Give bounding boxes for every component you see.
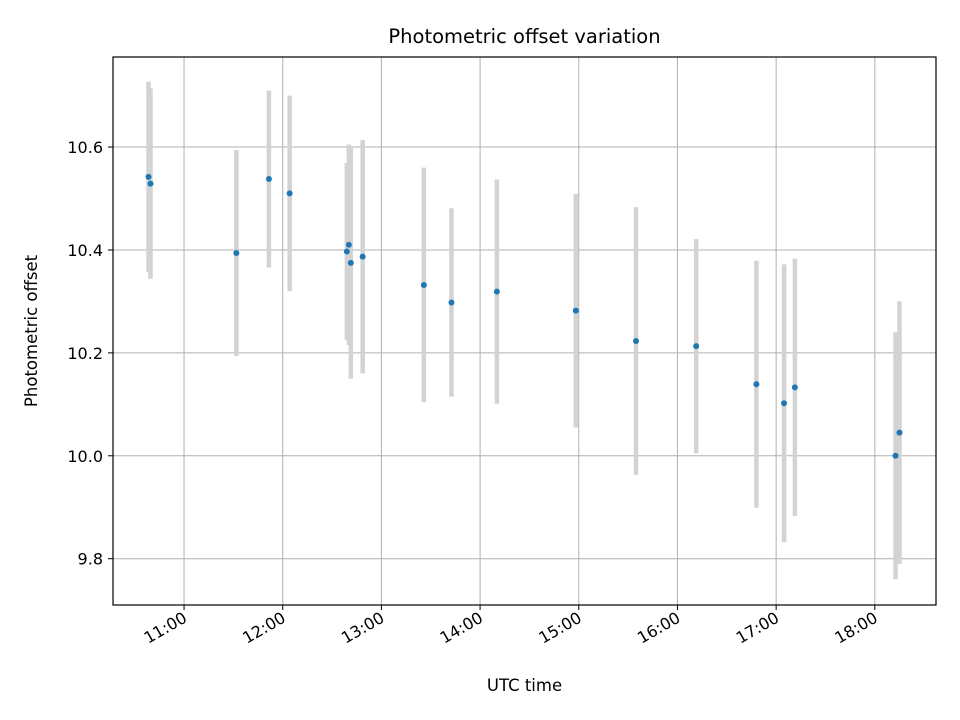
plot-area-frame <box>112 56 937 606</box>
data-point <box>265 175 272 182</box>
data-point <box>572 307 579 314</box>
x-axis-label: UTC time <box>487 676 562 695</box>
x-tick-label: 14:00 <box>437 608 486 648</box>
axis-ticks: 11:00 12:00 13:00 14:00 15:00 16:00 17:00 18:00… <box>67 138 880 647</box>
y-tick-label: 10.0 <box>67 447 103 466</box>
y-tick-label: 9.8 <box>78 550 103 569</box>
data-point <box>359 253 366 260</box>
error-bars <box>146 81 902 580</box>
data-point <box>347 259 354 266</box>
data-point <box>145 173 152 180</box>
y-axis-label: Photometric offset <box>22 254 41 407</box>
data-point <box>693 343 700 350</box>
data-point <box>633 338 640 345</box>
x-tick-label: 16:00 <box>634 608 683 648</box>
data-points <box>145 173 903 459</box>
y-tick-label: 10.2 <box>67 344 103 363</box>
x-tick-label: 18:00 <box>831 608 880 648</box>
data-point <box>420 281 427 288</box>
data-point <box>286 190 293 197</box>
x-tick-label: 11:00 <box>141 608 190 648</box>
data-point <box>343 248 350 255</box>
x-tick-label: 12:00 <box>239 608 288 648</box>
data-point <box>233 250 240 257</box>
data-point <box>781 400 788 407</box>
data-point <box>147 180 154 187</box>
y-tick-label: 10.6 <box>67 138 103 157</box>
data-point <box>896 429 903 436</box>
chart-title: Photometric offset variation <box>388 25 660 48</box>
x-tick-label: 13:00 <box>338 608 387 648</box>
y-tick-label: 10.4 <box>67 241 103 260</box>
data-point <box>892 452 899 459</box>
data-point <box>493 288 500 295</box>
x-tick-label: 17:00 <box>733 608 782 648</box>
data-point <box>791 384 798 391</box>
data-point <box>345 241 352 248</box>
x-tick-label: 15:00 <box>535 608 584 648</box>
data-point <box>753 381 760 388</box>
data-point <box>448 299 455 306</box>
grid <box>113 57 936 605</box>
